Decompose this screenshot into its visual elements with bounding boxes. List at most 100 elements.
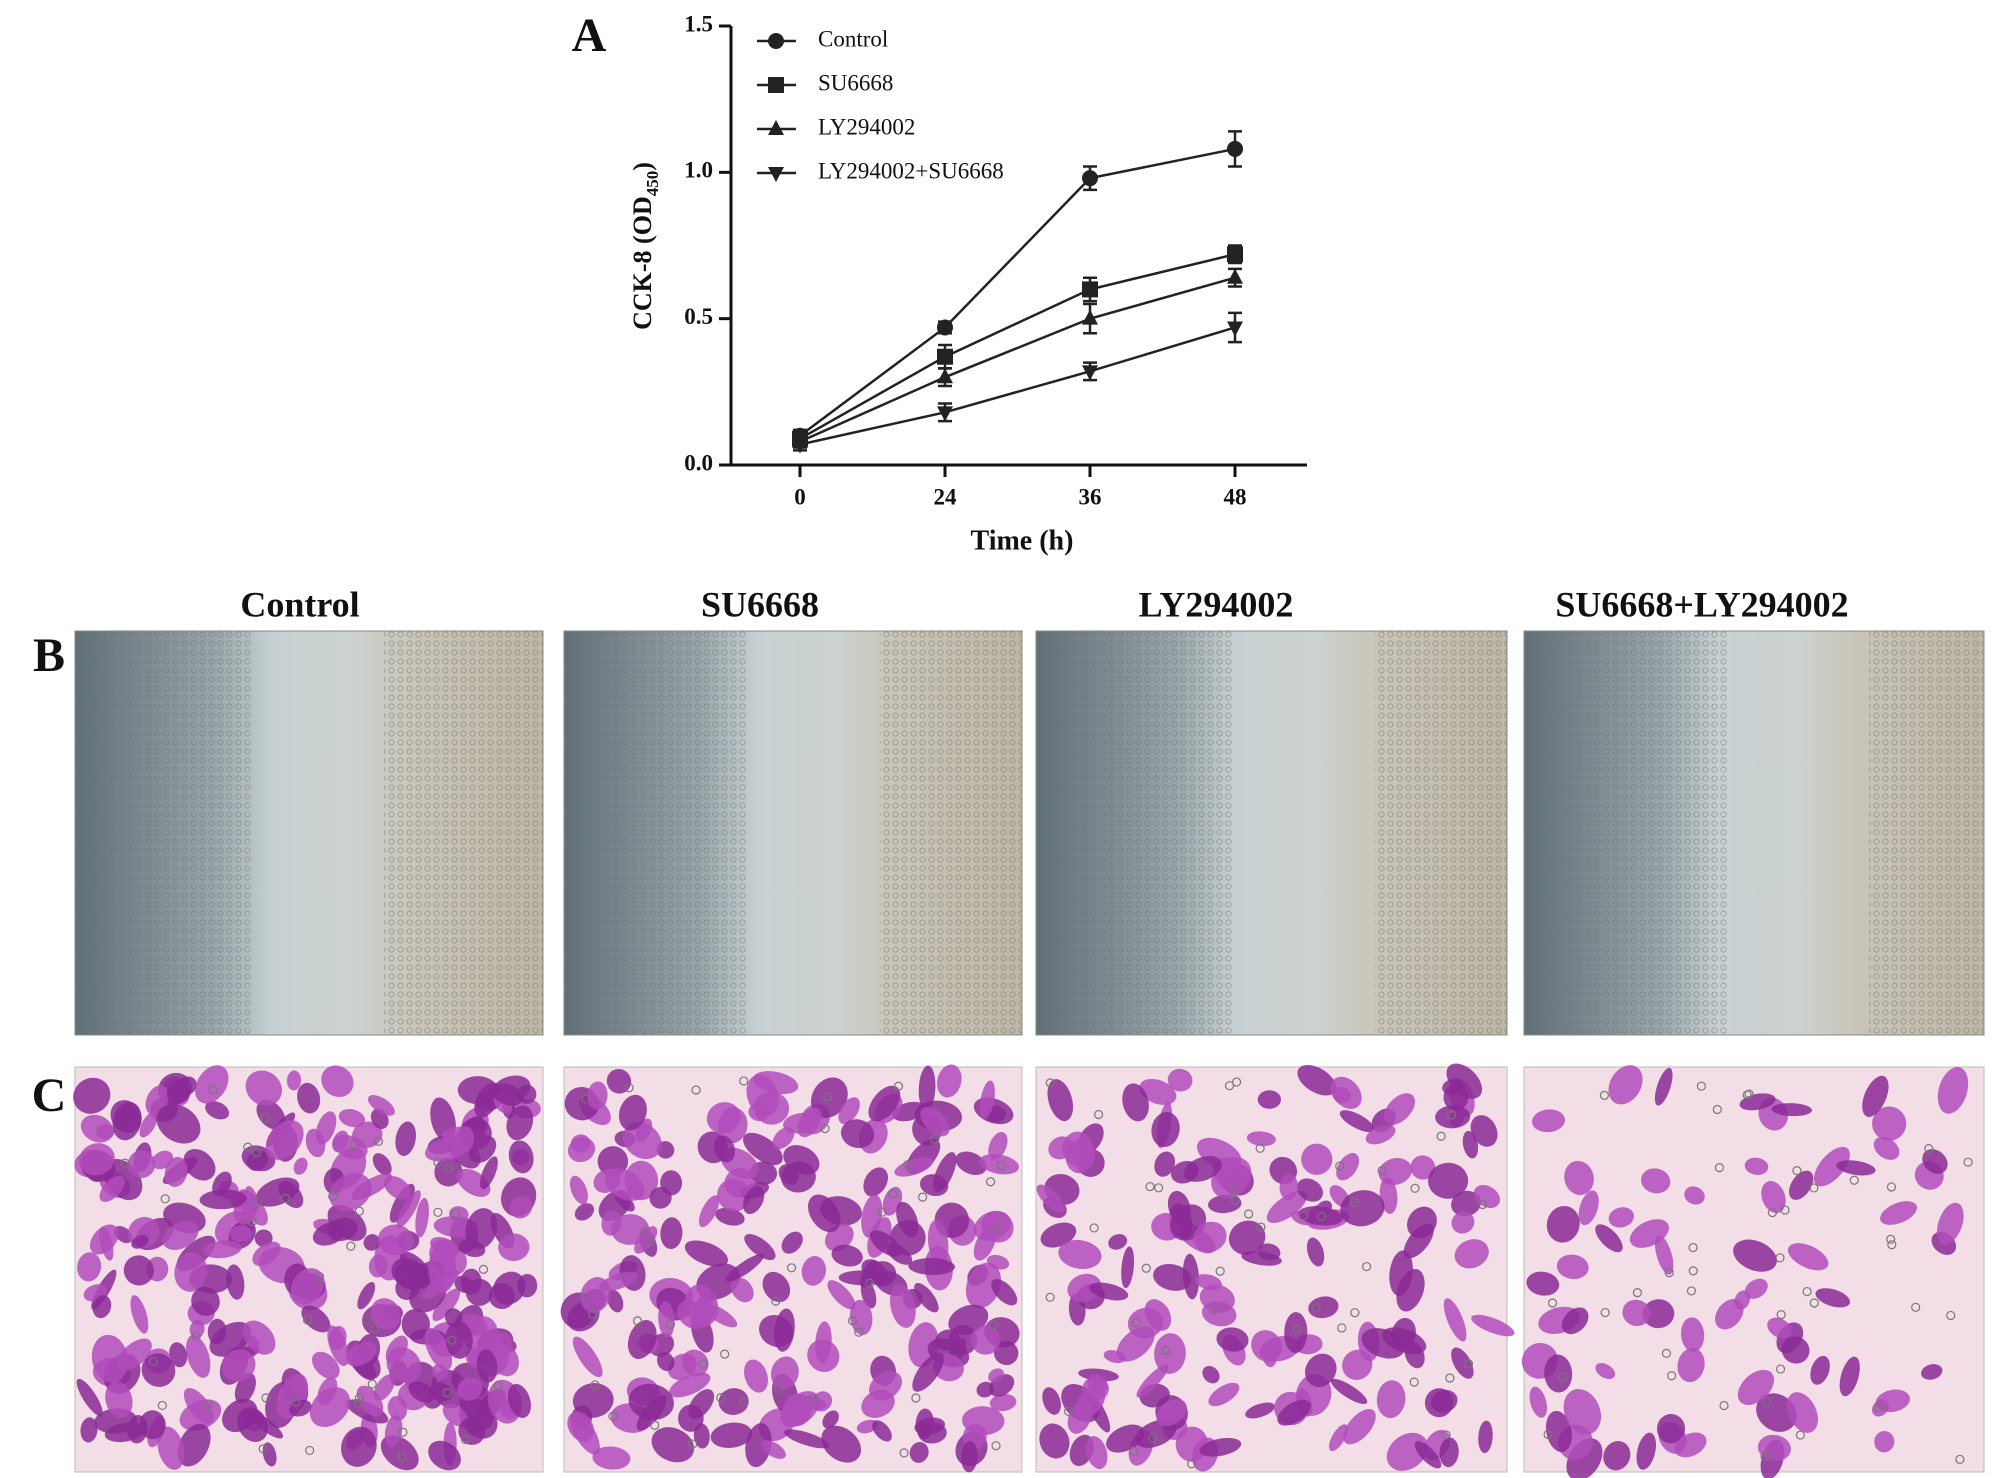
pore	[1661, 1348, 1672, 1358]
pore	[450, 1209, 461, 1219]
column-title: SU6668+LY294002	[1555, 584, 1848, 624]
pore	[349, 1140, 359, 1150]
pore	[1809, 1183, 1819, 1193]
stained-cell	[457, 1076, 498, 1105]
pore	[1463, 1359, 1474, 1369]
pore	[893, 1081, 904, 1091]
pore	[251, 1147, 261, 1158]
pore	[1886, 1234, 1896, 1244]
stained-cell	[1167, 1068, 1193, 1092]
stained-cell	[1922, 1149, 1948, 1174]
pore	[1445, 1373, 1455, 1383]
stained-cell	[1144, 1299, 1172, 1331]
pore	[1154, 1183, 1164, 1193]
stained-cell	[80, 1114, 114, 1143]
x-tick-label: 0	[794, 484, 806, 509]
pore	[665, 1319, 676, 1329]
pore	[1761, 1396, 1772, 1406]
data-point	[937, 406, 953, 422]
stained-cell	[78, 1143, 115, 1176]
stained-cell	[1744, 1278, 1768, 1299]
stained-cell	[1058, 1239, 1102, 1270]
stained-cell	[408, 1381, 436, 1403]
pore	[877, 1207, 887, 1217]
y-axis-label-part: 450	[643, 171, 662, 197]
stained-cell	[1733, 1239, 1777, 1272]
pore	[1256, 1222, 1266, 1232]
stained-cell	[1308, 1296, 1339, 1319]
stained-cell	[979, 1154, 1020, 1175]
pore	[243, 1142, 253, 1152]
stained-cell	[162, 1221, 199, 1250]
stained-cell	[1139, 1078, 1177, 1105]
stained-cell	[1036, 1184, 1065, 1213]
stained-cell	[962, 1406, 1005, 1435]
stained-cell	[1921, 1364, 1943, 1380]
pore	[1361, 1261, 1372, 1272]
stained-cell	[611, 1214, 650, 1245]
stained-cell	[1443, 1298, 1467, 1342]
stained-cell	[627, 1319, 657, 1360]
legend-label: SU6668	[818, 70, 893, 95]
stained-cell	[1199, 1284, 1235, 1313]
stained-cell	[130, 1295, 149, 1334]
stained-cell	[1047, 1079, 1074, 1122]
pore	[1667, 1371, 1677, 1381]
stained-cell	[634, 1226, 658, 1254]
pore	[1688, 1266, 1698, 1276]
stained-cell	[570, 1412, 600, 1455]
pore	[1350, 1197, 1360, 1208]
stained-cell	[684, 1240, 729, 1267]
stained-cell	[919, 1174, 949, 1197]
pore	[398, 1427, 408, 1437]
stained-cell	[1340, 1190, 1385, 1227]
pore	[1045, 1292, 1055, 1302]
legend-marker	[768, 167, 784, 182]
stained-cell	[988, 1368, 1004, 1383]
cell-layer	[383, 631, 543, 1035]
pore	[1664, 1268, 1674, 1278]
stained-cell	[387, 1396, 408, 1421]
pore	[1924, 1143, 1934, 1154]
legend-label: LY294002+SU6668	[818, 158, 1004, 183]
pore	[314, 1271, 325, 1282]
pore	[1141, 1263, 1151, 1273]
stained-cell	[1428, 1162, 1469, 1199]
series-line	[799, 276, 1236, 443]
stained-cell	[1304, 1353, 1337, 1387]
stained-cell	[1451, 1211, 1475, 1234]
stained-cell	[209, 1321, 252, 1357]
stained-cell	[1813, 1146, 1850, 1187]
data-point	[937, 368, 953, 384]
pore	[1377, 1165, 1387, 1176]
stained-cell	[909, 1441, 929, 1463]
pore	[1441, 1430, 1451, 1440]
stained-cell	[1277, 1399, 1311, 1426]
stained-cell	[1246, 1131, 1276, 1147]
legend-marker	[768, 77, 784, 93]
stained-cell	[1383, 1093, 1416, 1125]
pore	[590, 1380, 600, 1390]
stained-cell	[760, 1440, 786, 1459]
stained-cell	[76, 1378, 103, 1417]
stained-cell	[265, 1120, 304, 1160]
stained-cell	[1862, 1075, 1889, 1117]
pore	[820, 1123, 830, 1134]
data-point	[792, 438, 808, 454]
stained-cell	[1788, 1170, 1814, 1200]
stained-cell	[508, 1140, 534, 1174]
stained-cell	[363, 1234, 381, 1251]
stained-cell	[383, 1176, 411, 1200]
stained-cell	[230, 1225, 252, 1243]
stained-cell	[718, 1107, 748, 1144]
stained-cell	[110, 1100, 142, 1134]
stained-cell	[1170, 1160, 1199, 1184]
pore	[443, 1163, 454, 1173]
pore	[991, 1441, 1001, 1451]
stained-cell	[1067, 1273, 1102, 1303]
pore	[1887, 1240, 1897, 1250]
stained-cell	[1545, 1410, 1573, 1452]
pore	[460, 1434, 471, 1445]
cell-layer	[1524, 631, 1727, 1035]
